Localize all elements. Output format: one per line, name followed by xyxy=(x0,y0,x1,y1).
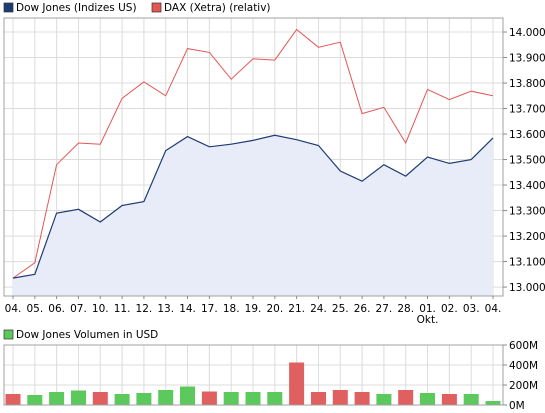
volume-bar xyxy=(267,392,283,405)
volume-tick-label: 0M xyxy=(509,400,525,412)
volume-bar xyxy=(289,362,305,405)
x-tick-label: 01. xyxy=(419,303,436,315)
legend-label-volume: Dow Jones Volumen in USD xyxy=(16,329,158,341)
legend: Dow Jones (Indizes US) DAX (Xetra) (rela… xyxy=(3,2,271,14)
volume-tick-label: 600M xyxy=(509,340,538,352)
volume-bar xyxy=(27,395,43,405)
volume-bar xyxy=(92,392,108,405)
x-tick-sublabel: Okt. xyxy=(417,314,439,326)
y-tick-label: 13.100 xyxy=(509,257,545,269)
volume-bar xyxy=(420,393,435,405)
x-tick-label: 13. xyxy=(157,303,174,315)
volume-bars xyxy=(5,362,501,405)
volume-bar xyxy=(332,390,348,405)
legend-swatch-dow-jones xyxy=(3,2,14,13)
volume-bar xyxy=(376,394,392,405)
volume-bar xyxy=(463,394,479,405)
volume-bar xyxy=(354,392,370,405)
legend-label-dax: DAX (Xetra) (relativ) xyxy=(164,2,271,14)
x-tick-label: 25. xyxy=(332,303,349,315)
legend-swatch-dax xyxy=(151,2,162,13)
x-tick-label: 04. xyxy=(485,303,502,315)
x-tick-label: 02. xyxy=(441,303,458,315)
x-tick-label: 26. xyxy=(354,303,371,315)
x-tick-label: 24. xyxy=(310,303,327,315)
volume-tick-label: 400M xyxy=(509,360,538,372)
y-tick-label: 13.500 xyxy=(509,155,545,167)
y-tick-label: 13.200 xyxy=(509,231,545,243)
series-line-dax xyxy=(12,28,494,279)
volume-bar xyxy=(49,392,65,405)
y-tick-label: 13.700 xyxy=(509,104,545,116)
volume-tick-label: 200M xyxy=(509,380,538,392)
volume-bar xyxy=(136,393,152,405)
volume-bar xyxy=(158,390,174,405)
volume-bar xyxy=(311,392,326,405)
volume-bar xyxy=(441,394,457,405)
volume-legend: Dow Jones Volumen in USD xyxy=(3,329,158,341)
volume-bar xyxy=(201,391,217,405)
x-tick-label: 12. xyxy=(136,303,153,315)
x-tick-label: 20. xyxy=(266,303,283,315)
y-tick-label: 13.800 xyxy=(509,78,545,90)
x-tick-label: 17. xyxy=(201,303,218,315)
y-tick-label: 13.300 xyxy=(509,206,545,218)
x-tick-label: 14. xyxy=(179,303,196,315)
x-tick-label: 18. xyxy=(223,303,240,315)
y-tick-label: 13.600 xyxy=(509,129,545,141)
volume-bar xyxy=(5,394,21,405)
x-tick-label: 06. xyxy=(48,303,65,315)
main-plot xyxy=(12,28,494,296)
legend-swatch-volume xyxy=(3,329,14,340)
y-axis-ticks: 14.000 13.900 13.800 13.700 13.600 13.500 13.4… xyxy=(503,27,545,294)
volume-bar xyxy=(485,401,501,405)
x-tick-label: 21. xyxy=(288,303,305,315)
volume-bar xyxy=(398,390,414,405)
x-axis-ticks: 04. 05. 06. 07. 10. 11. 12. 13. 14. 17. 18. 19. 20. 2… xyxy=(5,296,502,326)
volume-bar xyxy=(71,390,86,405)
x-tick-label: 28. xyxy=(397,303,414,315)
x-tick-label: 04. xyxy=(5,303,22,315)
volume-bar xyxy=(180,386,195,405)
y-tick-label: 14.000 xyxy=(509,27,545,39)
x-tick-label: 27. xyxy=(376,303,393,315)
volume-plot-frame xyxy=(3,344,504,406)
y-tick-label: 13.400 xyxy=(509,180,545,192)
volume-bar xyxy=(114,394,130,405)
volume-y-axis-ticks: 600M 400M 200M 0M xyxy=(503,340,538,412)
x-tick-label: 19. xyxy=(245,303,262,315)
dow-jones-area-fill xyxy=(13,135,493,296)
x-tick-label: 03. xyxy=(463,303,480,315)
y-tick-label: 13.000 xyxy=(509,282,545,294)
volume-bar xyxy=(223,392,239,405)
y-tick-label: 13.900 xyxy=(509,53,545,65)
volume-bar xyxy=(245,392,261,405)
x-tick-label: 11. xyxy=(114,303,131,315)
x-tick-label: 10. xyxy=(92,303,109,315)
x-tick-label: 07. xyxy=(70,303,87,315)
x-tick-label: 05. xyxy=(26,303,43,315)
legend-label-dow-jones: Dow Jones (Indizes US) xyxy=(16,2,137,14)
series-line-dow-jones xyxy=(12,134,494,279)
